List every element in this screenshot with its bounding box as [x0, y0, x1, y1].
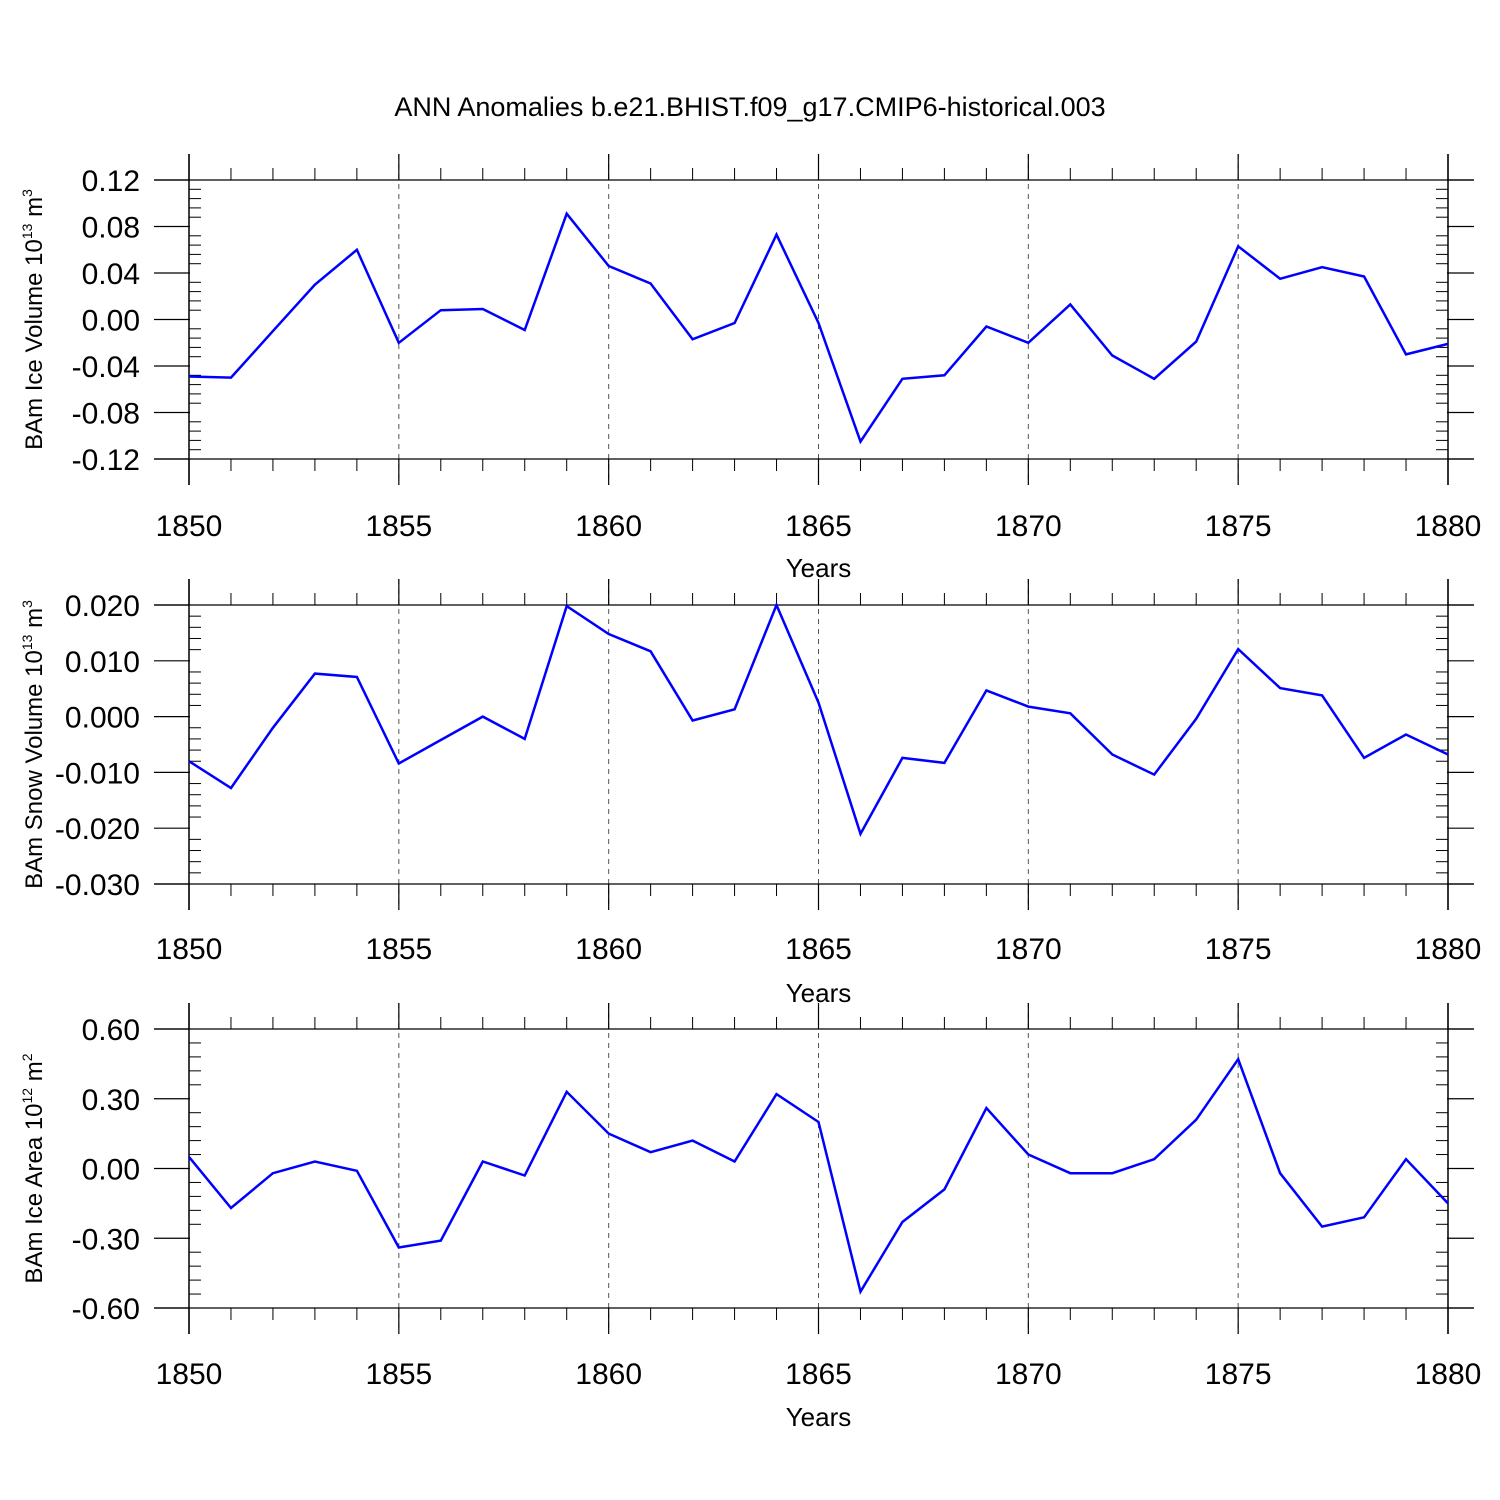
y-axis-label: BAm Snow Volume 1013 m3 — [19, 600, 48, 889]
x-tick-label: 1870 — [995, 510, 1062, 543]
panel-2: -0.030 -0.020 -0.010 0.000 0.010 0.020 1850 185… — [19, 579, 1481, 1008]
y-tick-label: 0.00 — [82, 1154, 140, 1187]
x-tick-label: 1880 — [1415, 933, 1482, 966]
x-tick-label: 1865 — [785, 1358, 852, 1391]
x-tick-label: 1875 — [1205, 510, 1272, 543]
x-tick-label: 1875 — [1205, 933, 1272, 966]
panel-3: -0.60 -0.30 0.00 0.30 0.60 1850 1855 1860 1865 18… — [19, 1003, 1481, 1432]
x-tick-label: 1860 — [575, 1358, 642, 1391]
y-tick-label: 0.30 — [82, 1084, 140, 1117]
series-line — [188, 601, 1449, 837]
x-tick-label: 1855 — [365, 933, 432, 966]
x-axis-label: Years — [786, 553, 852, 583]
x-tick-label: 1855 — [365, 510, 432, 543]
x-axis-label: Years — [786, 1402, 852, 1432]
y-axis-label: BAm Ice Volume 1013 m3 — [19, 189, 48, 450]
x-tick-label: 1860 — [575, 933, 642, 966]
x-tick-label: 1875 — [1205, 1358, 1272, 1391]
x-tick-label: 1865 — [785, 510, 852, 543]
x-tick-label: 1880 — [1415, 1358, 1482, 1391]
x-tick-label: 1880 — [1415, 510, 1482, 543]
y-tick-label: -0.04 — [72, 351, 140, 384]
y-tick-label: -0.020 — [55, 813, 140, 846]
y-tick-label: 0.000 — [65, 702, 140, 735]
y-tick-label: 0.00 — [82, 305, 140, 338]
y-tick-label: 0.04 — [82, 258, 140, 291]
x-tick-label: 1850 — [156, 510, 223, 543]
y-tick-label: 0.020 — [65, 590, 140, 623]
y-tick-label: -0.60 — [72, 1293, 140, 1326]
x-tick-label: 1860 — [575, 510, 642, 543]
x-tick-label: 1865 — [785, 933, 852, 966]
y-tick-label: -0.010 — [55, 757, 140, 790]
chart-title: ANN Anomalies b.e21.BHIST.f09_g17.CMIP6-… — [394, 92, 1105, 122]
y-axis-label: BAm Ice Area 1012 m2 — [19, 1053, 48, 1283]
series-line — [188, 1056, 1449, 1295]
x-tick-label: 1855 — [365, 1358, 432, 1391]
y-tick-label: 0.12 — [82, 165, 140, 198]
y-tick-label: -0.30 — [72, 1223, 140, 1256]
x-tick-label: 1870 — [995, 933, 1062, 966]
series-line — [188, 211, 1449, 445]
y-tick-label: -0.030 — [55, 869, 140, 902]
y-tick-label: 0.08 — [82, 212, 140, 245]
x-tick-label: 1850 — [156, 1358, 223, 1391]
y-tick-label: -0.08 — [72, 398, 140, 431]
x-tick-label: 1870 — [995, 1358, 1062, 1391]
y-tick-label: 0.60 — [82, 1014, 140, 1047]
y-tick-label: -0.12 — [72, 444, 140, 477]
y-tick-label: 0.010 — [65, 646, 140, 679]
x-tick-label: 1850 — [156, 933, 223, 966]
panel-1: -0.12 -0.08 -0.04 0.00 0.04 0.08 0.12 1850 1855 1… — [19, 154, 1481, 583]
panels: -0.12 -0.08 -0.04 0.00 0.04 0.08 0.12 1850 1855 1… — [19, 154, 1481, 1432]
